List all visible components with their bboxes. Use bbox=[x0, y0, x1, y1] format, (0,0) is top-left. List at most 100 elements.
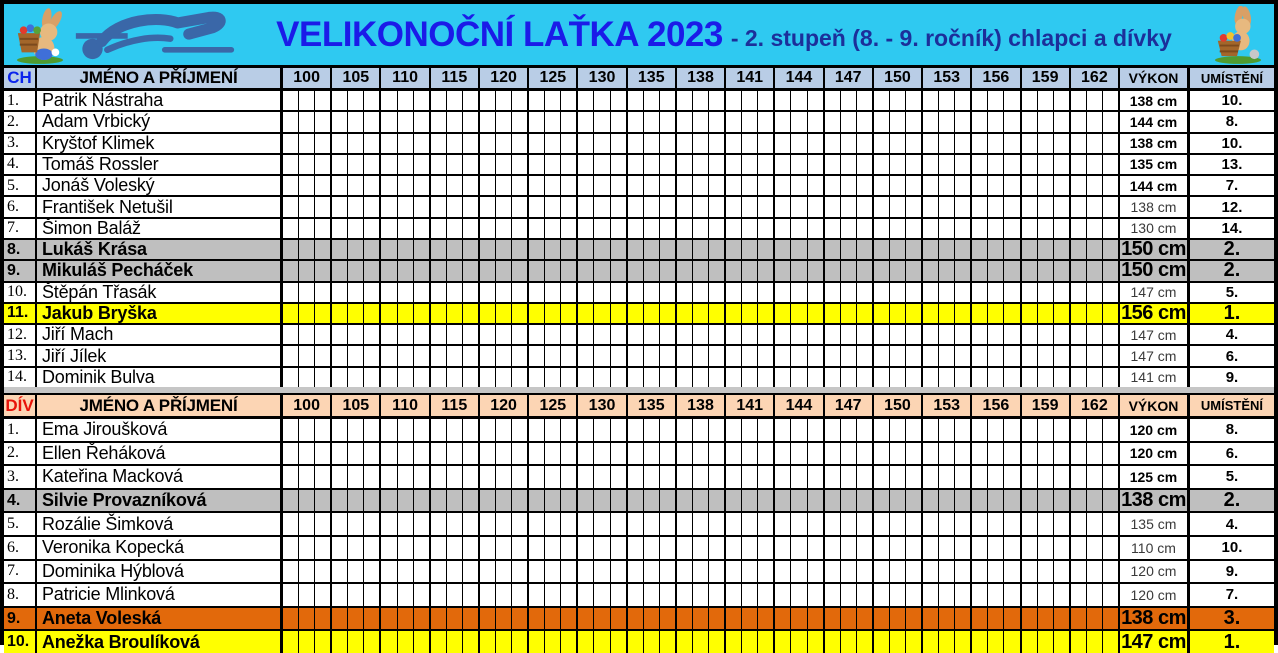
attempt-cell bbox=[611, 466, 626, 488]
attempt-cell bbox=[660, 197, 675, 216]
height-group bbox=[283, 176, 333, 196]
height-group bbox=[1022, 367, 1071, 387]
name-cell: Patricie Mlinková bbox=[37, 584, 283, 606]
height-group bbox=[628, 560, 677, 583]
table-row: 7. Šimon Baláž 130 cm 14. bbox=[4, 218, 1274, 240]
attempt-cell bbox=[348, 584, 365, 606]
attempt-cell bbox=[1071, 419, 1087, 441]
attempt-cell bbox=[398, 261, 414, 281]
height-group bbox=[1022, 112, 1071, 132]
height-header: 138 bbox=[677, 68, 727, 88]
attempt-cell bbox=[874, 112, 890, 132]
height-group bbox=[381, 560, 431, 583]
attempt-cell bbox=[742, 91, 759, 111]
attempt-cell bbox=[529, 176, 546, 196]
name-cell: Kryštof Klimek bbox=[37, 133, 283, 153]
attempt-cell bbox=[315, 304, 330, 323]
attempt-cell bbox=[463, 513, 478, 535]
attempt-cell bbox=[611, 176, 626, 195]
attempt-cell bbox=[988, 367, 1005, 387]
attempt-cell bbox=[906, 134, 921, 153]
attempt-cell bbox=[791, 239, 808, 260]
attempt-cell bbox=[1087, 325, 1103, 345]
height-group bbox=[1022, 419, 1071, 441]
attempt-cell bbox=[791, 282, 808, 302]
attempt-cell bbox=[939, 489, 956, 512]
height-group bbox=[1022, 584, 1071, 606]
height-group bbox=[628, 419, 677, 441]
attempt-cell bbox=[693, 367, 710, 387]
attempt-cell bbox=[972, 419, 989, 441]
height-group bbox=[431, 197, 480, 217]
attempt-cell bbox=[447, 133, 463, 153]
height-group bbox=[529, 261, 579, 281]
attempt-cell bbox=[398, 112, 414, 132]
attempt-cell bbox=[660, 608, 675, 630]
attempt-cell bbox=[529, 346, 546, 366]
rank-cell: 6. bbox=[4, 536, 37, 559]
table-row: 10. Štěpán Třasák 147 cm 5. bbox=[4, 282, 1274, 304]
attempt-cell bbox=[825, 607, 841, 630]
name-cell: Štěpán Třasák bbox=[37, 282, 283, 302]
height-group bbox=[775, 325, 825, 345]
performance-cell: 147 cm bbox=[1120, 325, 1190, 345]
attempt-cell bbox=[988, 513, 1005, 535]
attempt-cell bbox=[431, 261, 447, 281]
attempt-cell bbox=[890, 466, 906, 488]
attempt-cell bbox=[742, 489, 759, 512]
attempt-cell bbox=[1054, 608, 1069, 630]
table-row: 3. Kateřina Macková 125 cm 5. bbox=[4, 466, 1274, 490]
attempt-cell bbox=[594, 325, 611, 345]
attempt-cell bbox=[364, 240, 379, 259]
attempt-cell bbox=[939, 303, 956, 324]
attempt-cell bbox=[693, 261, 710, 281]
height-group bbox=[874, 560, 924, 583]
attempt-cell bbox=[315, 346, 330, 365]
attempt-cell bbox=[348, 466, 365, 488]
attempt-cell bbox=[283, 419, 300, 441]
height-header: 115 bbox=[431, 395, 480, 416]
attempt-cell bbox=[463, 490, 478, 512]
attempt-cell bbox=[561, 443, 576, 465]
height-header: 130 bbox=[578, 395, 628, 416]
attempt-cell bbox=[1004, 112, 1019, 131]
attempt-cell bbox=[693, 197, 710, 217]
attempt-cell bbox=[1087, 536, 1103, 559]
attempt-cell bbox=[644, 197, 660, 217]
attempt-cell bbox=[857, 112, 872, 131]
attempt-cell bbox=[693, 239, 710, 260]
attempt-cell bbox=[381, 154, 398, 175]
attempt-cell bbox=[496, 218, 513, 238]
attempt-cell bbox=[644, 325, 660, 345]
attempt-cell bbox=[709, 197, 724, 216]
attempt-cell bbox=[1054, 197, 1069, 216]
attempt-cell bbox=[955, 219, 970, 238]
height-header: 159 bbox=[1022, 395, 1071, 416]
height-header: 150 bbox=[874, 395, 924, 416]
height-group bbox=[972, 489, 1022, 512]
attempt-cell bbox=[447, 513, 463, 535]
height-group bbox=[1022, 218, 1071, 238]
height-group bbox=[825, 346, 874, 366]
attempt-cell bbox=[447, 282, 463, 302]
attempt-cell bbox=[529, 91, 546, 111]
attempt-cell bbox=[348, 176, 365, 196]
height-group bbox=[1071, 325, 1120, 345]
attempt-cell bbox=[496, 239, 513, 260]
attempt-cell bbox=[381, 560, 398, 583]
height-group bbox=[480, 584, 530, 606]
height-group bbox=[1022, 91, 1071, 111]
attempt-cell bbox=[1022, 466, 1038, 488]
attempt-cell bbox=[364, 346, 379, 365]
attempt-cell bbox=[332, 197, 349, 217]
height-group bbox=[283, 154, 333, 175]
height-header: 135 bbox=[628, 68, 677, 88]
attempt-cell bbox=[988, 560, 1005, 583]
attempt-cell bbox=[512, 283, 527, 302]
attempt-cell bbox=[299, 282, 316, 302]
attempt-cell bbox=[972, 154, 989, 175]
attempt-cell bbox=[496, 489, 513, 512]
height-group bbox=[578, 536, 628, 559]
attempt-cell bbox=[299, 133, 316, 153]
attempt-cell bbox=[1054, 134, 1069, 153]
